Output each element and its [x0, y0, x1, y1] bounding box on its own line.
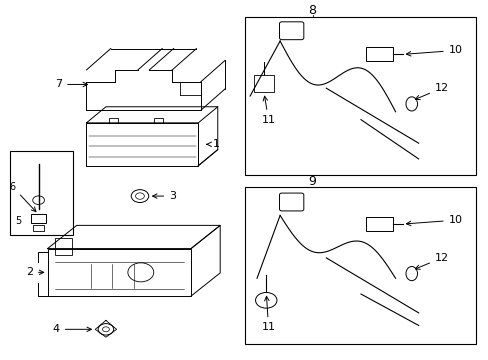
Text: 6: 6 — [9, 182, 36, 212]
Text: 11: 11 — [261, 96, 275, 125]
Bar — [55, 238, 72, 255]
Bar — [10, 152, 73, 235]
Text: 3: 3 — [152, 191, 176, 201]
Bar — [245, 18, 475, 175]
Bar — [365, 217, 392, 231]
Text: 4: 4 — [53, 324, 91, 334]
Bar — [86, 123, 198, 166]
Bar — [365, 47, 392, 62]
Text: 11: 11 — [261, 296, 275, 332]
Text: 8: 8 — [308, 4, 316, 17]
Text: 10: 10 — [406, 215, 462, 226]
Text: 5: 5 — [15, 216, 21, 226]
Text: 7: 7 — [55, 80, 87, 89]
Bar — [254, 75, 273, 93]
Bar — [153, 118, 162, 123]
Text: 10: 10 — [406, 45, 462, 56]
Text: 1: 1 — [206, 139, 220, 149]
Bar — [33, 225, 44, 230]
Text: 2: 2 — [26, 267, 43, 277]
Bar — [31, 215, 46, 224]
Text: 9: 9 — [308, 175, 316, 188]
Bar — [109, 118, 118, 123]
Bar — [47, 249, 191, 296]
Bar — [245, 187, 475, 344]
Text: 12: 12 — [414, 253, 448, 269]
Text: 12: 12 — [414, 83, 448, 100]
